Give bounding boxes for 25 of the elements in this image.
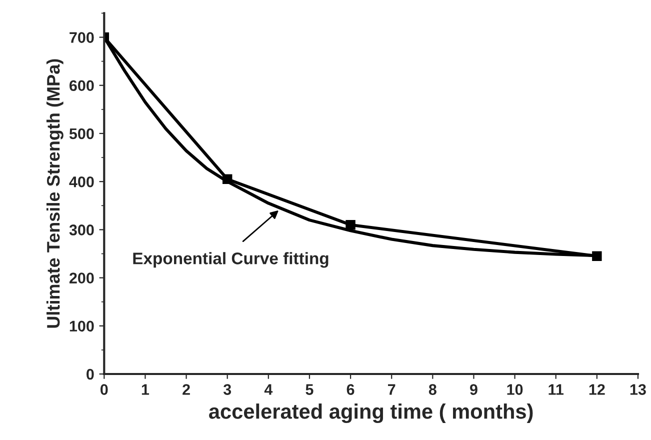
- x-tick-label: 3: [223, 384, 232, 395]
- x-tick-label: 5: [306, 384, 314, 395]
- y-tick-label: 200: [69, 272, 94, 284]
- y-tick-label: 600: [70, 80, 94, 92]
- y-tick-label: 400: [69, 176, 94, 188]
- x-tick-label: 12: [589, 384, 605, 395]
- y-tick-label: 300: [69, 224, 94, 236]
- x-tick-label: 7: [388, 384, 396, 395]
- x-axis-title: accelerated aging time ( months): [209, 404, 533, 424]
- x-tick-label: 0: [100, 384, 108, 395]
- x-tick-label: 1: [142, 384, 150, 395]
- y-tick-label: 500: [69, 128, 94, 140]
- y-axis-title: Ultimate Tensile Strength (MPa): [46, 59, 64, 328]
- y-tick-label: 100: [70, 320, 94, 332]
- annotation: Exponential Curve fitting: [133, 252, 328, 268]
- x-tick-label: 8: [428, 384, 436, 395]
- y-tick-label: 0: [86, 368, 94, 380]
- x-tick-label: 2: [182, 384, 190, 395]
- x-tick-label: 10: [507, 384, 523, 395]
- x-tick-label: 9: [470, 384, 478, 395]
- y-tick-label: 700: [70, 32, 94, 43]
- x-tick-label: 6: [346, 384, 354, 395]
- x-tick-label: 4: [264, 384, 273, 395]
- x-tick-label: 13: [630, 384, 646, 395]
- x-tick-label: 11: [548, 384, 564, 395]
